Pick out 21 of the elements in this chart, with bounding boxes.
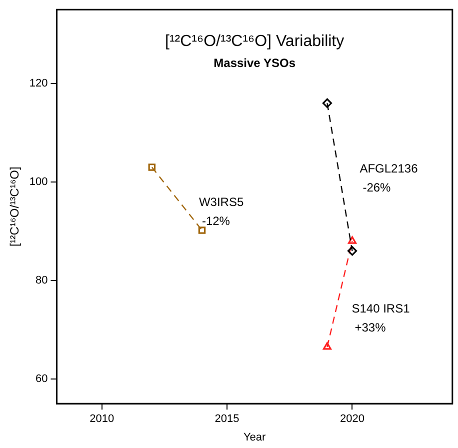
x-tick-label: 2015	[214, 413, 240, 426]
y-tick-label: 100	[29, 176, 48, 188]
y-tick-label: 60	[36, 373, 48, 386]
text: [¹²C¹⁶O/¹³C¹⁶O] Variability	[165, 33, 344, 50]
text: Massive YSOs	[214, 56, 296, 70]
annotation: -12%	[202, 214, 230, 228]
annotation: +33%	[354, 320, 386, 334]
series-label: W3IRS5	[198, 195, 244, 210]
point	[198, 226, 206, 234]
point	[148, 164, 156, 171]
series-label: S140 IRS1	[352, 301, 410, 316]
point	[347, 246, 358, 256]
y-tick-label: 120	[29, 78, 48, 90]
series-label: AFGL2136	[360, 161, 418, 176]
y-axis-title: [¹²C¹⁶O/¹³C¹⁶O]	[8, 166, 22, 247]
x-axis-title: Year	[243, 431, 266, 444]
annotation: -26%	[362, 180, 392, 194]
x-tick-label: 2010	[90, 413, 114, 426]
x-tick-label: 2020	[340, 413, 364, 426]
point	[322, 98, 332, 108]
y-tick-label: 80	[36, 274, 48, 287]
